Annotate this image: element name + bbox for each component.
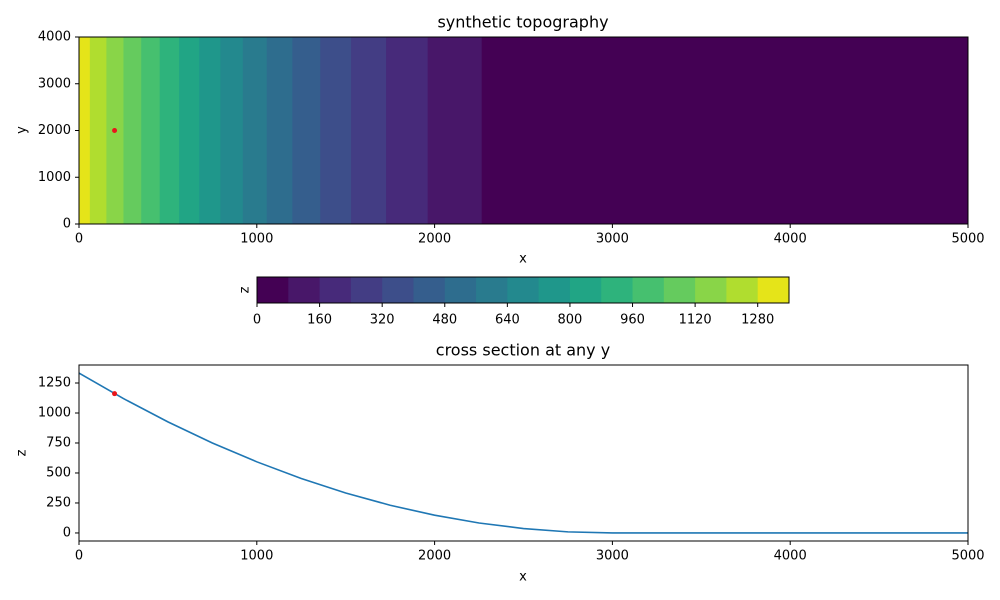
y-tick-label: 0	[63, 525, 71, 540]
contour-band	[79, 37, 91, 224]
contour-band	[199, 37, 221, 224]
colorbar-tick-label: 0	[253, 313, 261, 328]
contour-band	[481, 37, 969, 224]
y-tick-label: 0	[63, 217, 71, 232]
x-tick-label: 3000	[596, 549, 629, 564]
colorbar-tick-label: 320	[370, 313, 395, 328]
x-tick-label: 1000	[240, 549, 273, 564]
x-tick-label: 5000	[951, 549, 984, 564]
contour-band	[320, 37, 352, 224]
colorbar-band	[476, 277, 508, 303]
line-series	[79, 372, 968, 534]
y-tick-label: 1000	[38, 405, 71, 420]
x-tick-label: 3000	[596, 232, 629, 247]
colorbar-band	[538, 277, 571, 303]
colorbar-band	[726, 277, 759, 303]
contour-band	[351, 37, 387, 224]
contour-band	[141, 37, 161, 224]
chart-title: synthetic topography	[437, 13, 608, 32]
x-tick-label: 1000	[240, 232, 273, 247]
x-tick-label: 0	[75, 549, 83, 564]
colorbar-tick-label: 1120	[679, 313, 712, 328]
colorbar-band	[382, 277, 414, 303]
colorbar-band	[507, 277, 540, 303]
contour-band	[266, 37, 293, 224]
x-axis-label: x	[519, 252, 527, 267]
x-tick-label: 4000	[774, 549, 807, 564]
contour-band	[292, 37, 321, 224]
colorbar-band	[663, 277, 696, 303]
colorbar-frame	[256, 276, 790, 304]
x-axis-label: x	[519, 570, 527, 585]
colorbar-band	[319, 277, 352, 303]
y-tick-label: 2000	[38, 123, 71, 138]
contour-band	[89, 37, 107, 224]
x-tick-label: 2000	[418, 232, 451, 247]
contour-band	[123, 37, 142, 224]
x-tick-label: 5000	[951, 232, 984, 247]
axes-frame	[78, 364, 969, 542]
colorbar-tick-label: 960	[620, 313, 645, 328]
colorbar-band	[288, 277, 321, 303]
contour-band	[159, 37, 180, 224]
colorbar-tick-label: 640	[495, 313, 520, 328]
colorbar-band	[257, 277, 289, 303]
colorbar-band	[601, 277, 634, 303]
colorbar-label: z	[238, 286, 253, 293]
y-axis-label: y	[15, 126, 30, 134]
colorbar-tick-label: 800	[558, 313, 583, 328]
colorbar-band	[695, 277, 727, 303]
colorbar-tick-label: 480	[432, 313, 457, 328]
contour-band	[220, 37, 244, 224]
contour-band	[427, 37, 483, 224]
y-axis-label: z	[15, 449, 30, 456]
colorbar-tick-label: 1280	[741, 313, 774, 328]
contour-band	[386, 37, 429, 224]
marker-point	[112, 128, 118, 133]
colorbar-band	[350, 277, 383, 303]
colorbar-band	[413, 277, 446, 303]
y-tick-label: 1250	[38, 375, 71, 390]
contour-band	[179, 37, 200, 224]
x-tick-label: 2000	[418, 549, 451, 564]
colorbar-tick-label: 160	[307, 313, 332, 328]
chart-title: cross section at any y	[436, 341, 610, 360]
colorbar-band	[757, 277, 790, 303]
colorbar-band	[444, 277, 477, 303]
colorbar-band	[569, 277, 602, 303]
contour-band	[242, 37, 268, 224]
x-tick-label: 0	[75, 232, 83, 247]
y-tick-label: 750	[46, 435, 71, 450]
y-tick-label: 500	[46, 465, 71, 480]
y-tick-label: 250	[46, 495, 71, 510]
y-tick-label: 1000	[38, 170, 71, 185]
y-tick-label: 3000	[38, 76, 71, 91]
x-tick-label: 4000	[774, 232, 807, 247]
marker-point	[112, 391, 118, 397]
y-tick-label: 4000	[38, 30, 71, 45]
colorbar-band	[632, 277, 665, 303]
